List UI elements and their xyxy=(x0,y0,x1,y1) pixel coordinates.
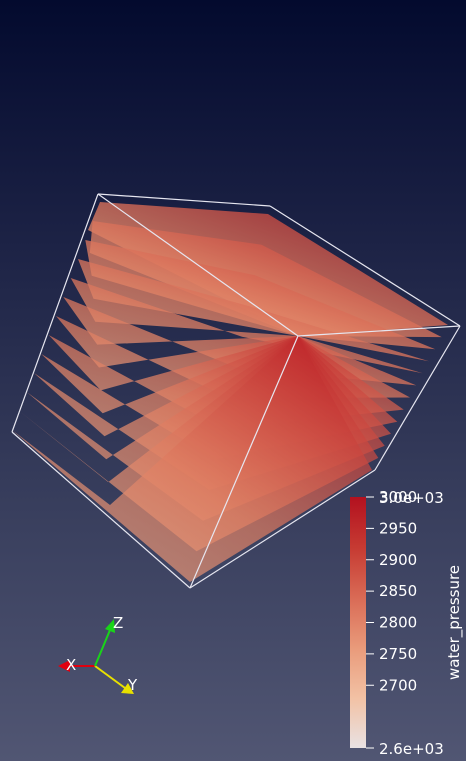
y-axis-arrowhead xyxy=(121,683,134,694)
y-axis-label: Y xyxy=(127,676,138,694)
outline-edge xyxy=(189,335,299,589)
colorbar-tick-label: 2750 xyxy=(379,645,417,663)
z-axis-arrowhead xyxy=(105,619,115,633)
outline-edge xyxy=(297,325,461,337)
outline-edge xyxy=(11,431,191,589)
colorbar-gradient xyxy=(350,497,366,748)
colorbar-tick-label: 2900 xyxy=(379,551,417,569)
slice-plane xyxy=(85,240,436,350)
outline-edge xyxy=(97,193,271,207)
slice-plane xyxy=(78,259,429,362)
x-axis-arrowhead xyxy=(58,660,70,672)
slice-plane xyxy=(12,336,372,582)
colorbar-min-label: 2.6e+03 xyxy=(379,740,444,758)
colorbar-tick-label: 2800 xyxy=(379,614,417,632)
outline-edge xyxy=(97,193,299,337)
outline-edge xyxy=(189,469,376,589)
colorbar-ticks: 3000 2950 2900 2850 2800 2750 2700 xyxy=(366,488,417,749)
colorbar-max-label: 3.0e+03 xyxy=(379,489,444,507)
slice-plane xyxy=(70,278,423,374)
colorbar-tick-label: 3000 xyxy=(379,488,417,506)
outline-edge xyxy=(374,325,461,471)
outline-edge xyxy=(269,205,461,327)
z-axis-line xyxy=(94,629,111,667)
colorbar-title: water_pressure xyxy=(445,565,464,680)
colorbar-tick-label: 2700 xyxy=(379,676,417,694)
z-axis-label: Z xyxy=(113,614,123,632)
colorbar-tick-label: 2950 xyxy=(379,519,417,537)
y-axis-line xyxy=(94,665,126,689)
bounding-box-outline xyxy=(11,193,461,589)
colorbar-tick-label: 2850 xyxy=(379,582,417,600)
slice-stack xyxy=(12,202,448,582)
outline-edge xyxy=(11,193,99,433)
x-axis-label: X xyxy=(66,656,76,674)
